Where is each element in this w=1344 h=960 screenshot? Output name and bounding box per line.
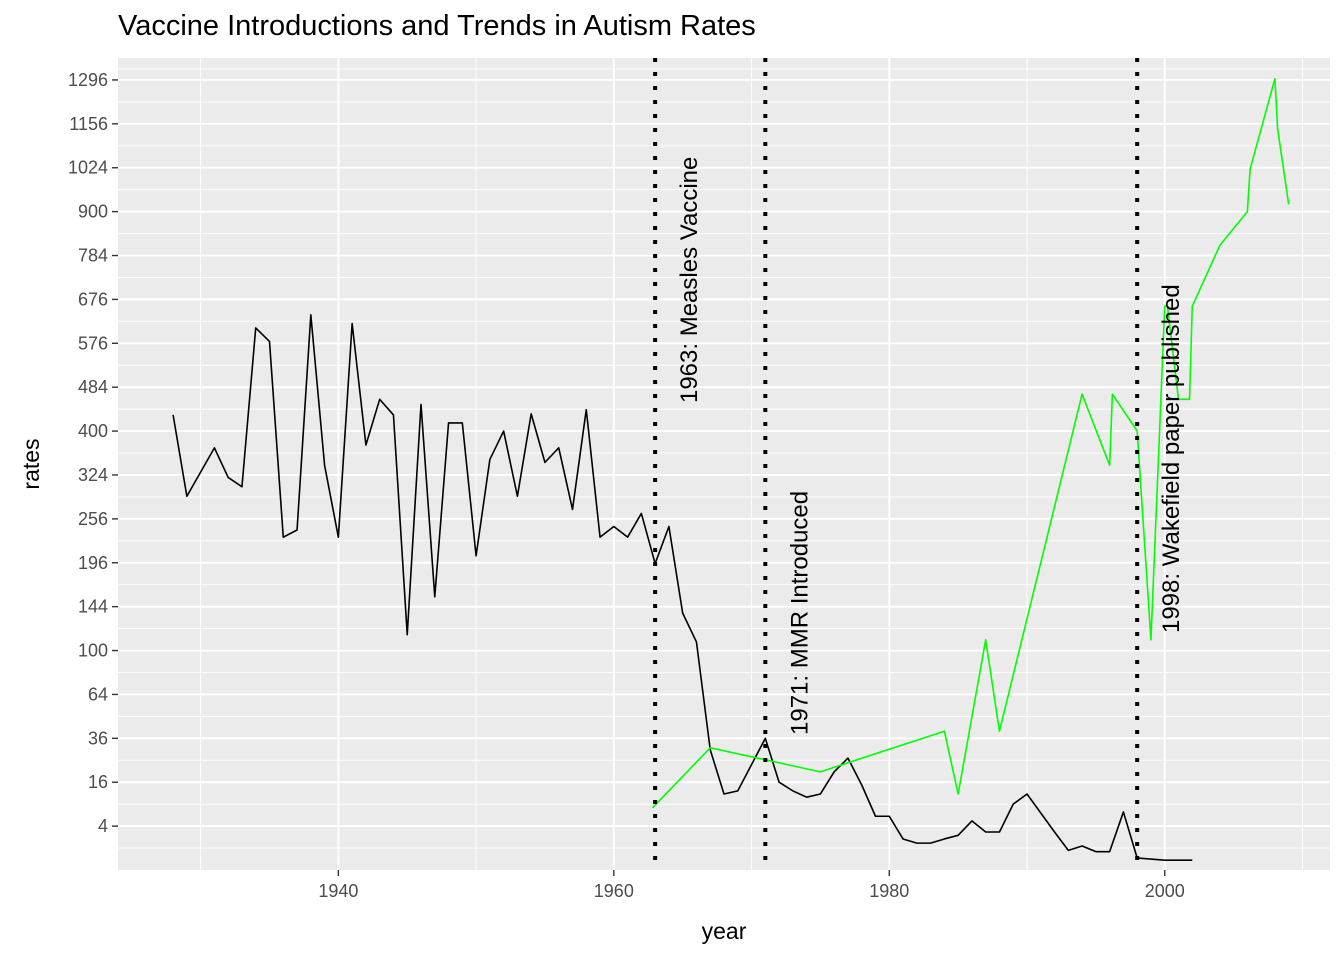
- y-tick-label: 144: [78, 597, 108, 617]
- vaccine-event-label: 1963: Measles Vaccine: [676, 157, 703, 403]
- y-tick-label: 4: [98, 816, 108, 836]
- chart-title: Vaccine Introductions and Trends in Auti…: [118, 10, 756, 42]
- plot-panel: [118, 58, 1330, 870]
- vaccine-event-label: 1971: MMR Introduced: [786, 491, 813, 735]
- x-tick-label: 1960: [594, 881, 634, 901]
- y-tick-label: 400: [78, 421, 108, 441]
- x-axis-title: year: [702, 918, 747, 944]
- vaccine-event-label: 1998: Wakefield paper published: [1158, 284, 1185, 633]
- y-tick-label: 484: [78, 377, 108, 397]
- x-tick-label: 2000: [1145, 881, 1185, 901]
- y-tick-label: 64: [88, 684, 108, 704]
- y-tick-label: 16: [88, 772, 108, 792]
- y-tick-label: 1296: [68, 70, 108, 90]
- x-tick-label: 1980: [869, 881, 909, 901]
- autism-rate-line: [651, 77, 1290, 809]
- y-tick-label: 576: [78, 333, 108, 353]
- measles-rate-line: [172, 314, 1193, 861]
- y-tick-label: 1156: [69, 114, 108, 134]
- x-tick-label: 1940: [318, 881, 358, 901]
- y-tick-label: 324: [78, 465, 108, 485]
- y-axis-title: rates: [18, 438, 44, 489]
- y-tick-label: 676: [78, 289, 108, 309]
- y-tick-label: 784: [78, 246, 108, 266]
- y-tick-label: 36: [88, 728, 108, 748]
- y-tick-label: 256: [78, 509, 108, 529]
- y-tick-label: 100: [78, 641, 108, 661]
- y-tick-label: 900: [78, 202, 108, 222]
- y-tick-label: 1024: [68, 158, 108, 178]
- y-tick-label: 196: [78, 553, 108, 573]
